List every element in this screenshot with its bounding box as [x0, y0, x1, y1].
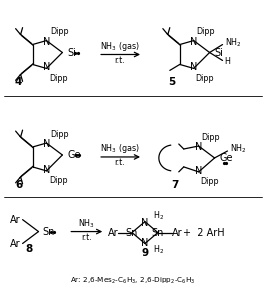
Text: Ar: Ar — [10, 238, 20, 249]
Text: N: N — [43, 37, 50, 47]
Text: Dipp: Dipp — [49, 74, 68, 83]
Text: N: N — [43, 165, 50, 175]
Text: N: N — [190, 37, 197, 47]
Text: 4: 4 — [15, 77, 22, 87]
Text: N: N — [190, 62, 197, 72]
Text: H: H — [225, 57, 230, 66]
Text: Ge: Ge — [219, 153, 233, 163]
Text: 6: 6 — [15, 180, 22, 190]
Text: NH$_3$ (gas): NH$_3$ (gas) — [100, 143, 140, 156]
Text: Dipp: Dipp — [196, 74, 214, 83]
Text: +  2 ArH: + 2 ArH — [183, 228, 224, 238]
Text: NH$_2$: NH$_2$ — [230, 143, 247, 155]
Text: N: N — [141, 218, 149, 228]
Text: NH$_2$: NH$_2$ — [225, 36, 241, 49]
Text: Ar: Ar — [172, 228, 182, 238]
Text: Dipp: Dipp — [51, 27, 69, 36]
Text: 8: 8 — [25, 244, 32, 255]
Text: Dipp: Dipp — [201, 177, 219, 186]
Text: Si: Si — [215, 48, 223, 58]
Text: 9: 9 — [141, 249, 148, 258]
Text: NH$_3$: NH$_3$ — [78, 217, 95, 230]
Text: Sn: Sn — [126, 228, 138, 238]
Text: N: N — [141, 238, 149, 247]
Text: Ar: 2,6-Mes$_2$-C$_6$H$_3$, 2,6-Dipp$_2$-C$_6$H$_3$: Ar: 2,6-Mes$_2$-C$_6$H$_3$, 2,6-Dipp$_2$… — [70, 276, 196, 286]
Text: 5: 5 — [168, 77, 175, 87]
Text: Ge: Ge — [67, 150, 81, 160]
Text: Dipp: Dipp — [197, 27, 215, 36]
Text: H$_2$: H$_2$ — [153, 243, 164, 256]
Text: Si: Si — [67, 48, 76, 58]
Text: Dipp: Dipp — [202, 132, 220, 142]
Text: r.t.: r.t. — [81, 233, 92, 242]
Text: r.t.: r.t. — [115, 56, 126, 65]
Text: Dipp: Dipp — [49, 176, 68, 185]
Text: Sn: Sn — [152, 228, 164, 238]
Text: r.t.: r.t. — [115, 158, 126, 168]
Text: N: N — [195, 166, 202, 176]
Text: N: N — [195, 142, 202, 152]
Text: N: N — [43, 139, 50, 149]
Text: Dipp: Dipp — [51, 129, 69, 139]
Text: H$_2$: H$_2$ — [153, 209, 164, 222]
Text: Ar: Ar — [107, 228, 118, 238]
Text: NH$_3$ (gas): NH$_3$ (gas) — [100, 40, 140, 53]
Text: Ar: Ar — [10, 215, 20, 225]
Text: N: N — [43, 62, 50, 72]
Text: 7: 7 — [171, 180, 178, 190]
Text: Sn: Sn — [43, 227, 55, 237]
